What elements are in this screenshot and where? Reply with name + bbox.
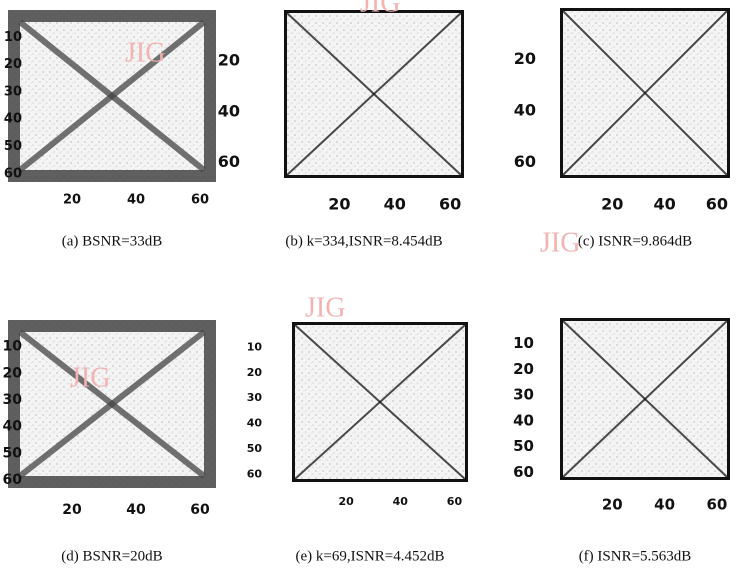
y-tick-label: 30	[4, 84, 22, 99]
y-tick-label: 60	[514, 152, 536, 171]
watermark: JIG	[360, 0, 400, 18]
x-tick-label: 60	[706, 195, 728, 214]
watermark: JIG	[305, 292, 345, 323]
watermark: JIG	[70, 362, 110, 393]
y-tick-label: 10	[4, 30, 22, 45]
y-tick-label: 20	[218, 50, 240, 69]
caption: (c) ISNR=9.864dB	[578, 233, 692, 249]
y-tick-label: 20	[4, 57, 22, 72]
y-tick-label: 40	[514, 101, 536, 120]
x-tick-label: 40	[127, 193, 145, 208]
y-tick-label: 30	[3, 392, 23, 408]
x-tick-label: 20	[328, 195, 350, 214]
x-tick-label: 20	[62, 502, 82, 518]
caption: (e) k=69,ISNR=4.452dB	[296, 548, 445, 564]
x-tick-label: 60	[706, 496, 727, 514]
y-tick-label: 30	[247, 391, 263, 404]
x-tick-label: 40	[384, 195, 406, 214]
y-tick-label: 20	[3, 365, 23, 381]
caption: (a) BSNR=33dB	[62, 233, 163, 249]
x-tick-label: 20	[601, 195, 623, 214]
x-tick-label: 40	[126, 502, 146, 518]
x-tick-label: 40	[393, 495, 409, 508]
x-tick-label: 40	[653, 195, 675, 214]
y-tick-label: 30	[513, 386, 534, 404]
x-tick-label: 20	[338, 495, 354, 508]
y-tick-label: 20	[247, 366, 263, 379]
y-tick-label: 60	[247, 467, 263, 480]
y-tick-label: 60	[218, 152, 240, 171]
y-tick-label: 50	[247, 442, 263, 455]
caption: (f) ISNR=5.563dB	[579, 548, 692, 564]
x-tick-label: 20	[602, 496, 623, 514]
y-tick-label: 40	[218, 101, 240, 120]
figure: 10 20 30 40 50 60 20 40 60 (a) BSNR=33dB 20 40 60 20 4…	[0, 0, 737, 569]
caption: (b) k=334,ISNR=8.454dB	[285, 233, 442, 249]
x-tick-label: 60	[191, 193, 209, 208]
caption: (d) BSNR=20dB	[61, 548, 162, 564]
y-tick-label: 40	[513, 411, 534, 429]
y-tick-label: 10	[3, 339, 23, 355]
x-tick-label: 60	[447, 495, 463, 508]
y-tick-label: 40	[247, 417, 263, 430]
y-tick-label: 50	[4, 139, 22, 154]
x-tick-label: 40	[654, 496, 675, 514]
y-tick-label: 60	[3, 472, 23, 488]
y-tick-label: 60	[4, 166, 22, 181]
x-tick-label: 60	[439, 195, 461, 214]
watermark: JIG	[540, 227, 580, 258]
y-tick-label: 10	[247, 340, 263, 353]
x-tick-label: 60	[190, 502, 210, 518]
y-tick-label: 20	[513, 360, 534, 378]
watermark: JIG	[125, 37, 165, 68]
x-tick-label: 20	[63, 193, 81, 208]
y-tick-label: 40	[4, 112, 22, 127]
y-tick-label: 20	[514, 49, 536, 68]
y-tick-label: 60	[513, 463, 534, 481]
y-tick-label: 10	[513, 334, 534, 352]
y-tick-label: 50	[513, 437, 534, 455]
y-tick-label: 40	[3, 419, 23, 435]
y-tick-label: 50	[3, 445, 23, 461]
